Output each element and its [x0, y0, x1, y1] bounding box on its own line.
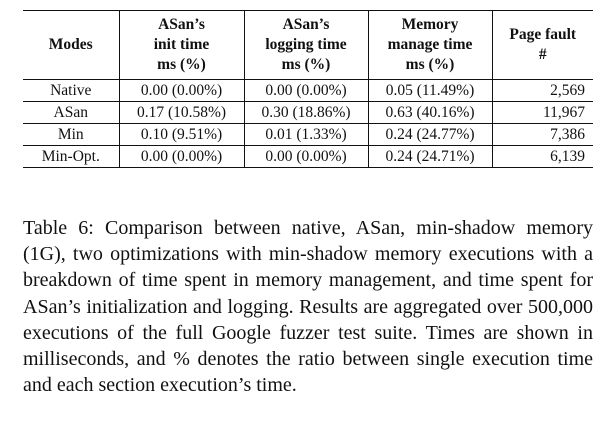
cell-init-time: 0.10 (9.51%) — [118, 123, 245, 146]
header-line: Modes — [48, 36, 93, 53]
table-body: Native 0.00 (0.00%) 0.00 (0.00%) 0.05 (1… — [23, 79, 593, 168]
header-page-fault: Page fault # — [491, 10, 593, 80]
cell-memory-manage-time: 0.24 (24.77%) — [367, 123, 493, 146]
results-table-container: Modes ASan’s init time ms (%) ASan’s log… — [23, 10, 593, 168]
cell-logging-time: 0.00 (0.00%) — [243, 79, 369, 102]
header-line: ms (%) — [405, 56, 455, 73]
header-line: logging time — [265, 36, 347, 53]
header-line: # — [538, 46, 547, 63]
table-row: ASan 0.17 (10.58%) 0.30 (18.86%) 0.63 (4… — [23, 101, 593, 124]
header-init-time: ASan’s init time ms (%) — [118, 10, 245, 80]
cell-memory-manage-time: 0.05 (11.49%) — [367, 79, 493, 102]
table-caption: Table 6: Comparison between native, ASan… — [23, 217, 593, 397]
cell-page-fault: 2,569 — [491, 79, 593, 102]
cell-mode: Min — [23, 123, 120, 146]
table-row: Min-Opt. 0.00 (0.00%) 0.00 (0.00%) 0.24 … — [23, 145, 593, 168]
header-line: init time — [153, 36, 210, 53]
header-line: ms (%) — [157, 56, 206, 73]
cell-logging-time: 0.00 (0.00%) — [243, 145, 369, 168]
cell-logging-time: 0.30 (18.86%) — [243, 101, 369, 124]
header-line: ASan’s — [282, 16, 330, 33]
header-line: ASan’s — [158, 16, 205, 33]
cell-init-time: 0.17 (10.58%) — [118, 101, 245, 124]
header-line: Memory — [401, 16, 459, 33]
table-header-row: Modes ASan’s init time ms (%) ASan’s log… — [23, 10, 593, 80]
header-logging-time: ASan’s logging time ms (%) — [243, 10, 369, 80]
cell-logging-time: 0.01 (1.33%) — [243, 123, 369, 146]
cell-mode: Min-Opt. — [23, 145, 120, 168]
cell-page-fault: 6,139 — [491, 145, 593, 168]
cell-mode: ASan — [23, 101, 120, 124]
cell-page-fault: 7,386 — [491, 123, 593, 146]
results-table: Modes ASan’s init time ms (%) ASan’s log… — [23, 10, 593, 168]
cell-memory-manage-time: 0.63 (40.16%) — [367, 101, 493, 124]
table-row: Min 0.10 (9.51%) 0.01 (1.33%) 0.24 (24.7… — [23, 123, 593, 146]
header-memory-manage-time: Memory manage time ms (%) — [367, 10, 493, 80]
cell-page-fault: 11,967 — [491, 101, 593, 124]
header-line: ms (%) — [281, 56, 331, 73]
header-modes: Modes — [23, 10, 120, 80]
table-row: Native 0.00 (0.00%) 0.00 (0.00%) 0.05 (1… — [23, 79, 593, 102]
header-line: manage time — [387, 36, 473, 53]
header-line: Page fault — [509, 26, 577, 43]
table-header: Modes ASan’s init time ms (%) ASan’s log… — [23, 10, 593, 80]
cell-mode: Native — [23, 79, 120, 102]
cell-memory-manage-time: 0.24 (24.71%) — [367, 145, 493, 168]
cell-init-time: 0.00 (0.00%) — [118, 145, 245, 168]
cell-init-time: 0.00 (0.00%) — [118, 79, 245, 102]
